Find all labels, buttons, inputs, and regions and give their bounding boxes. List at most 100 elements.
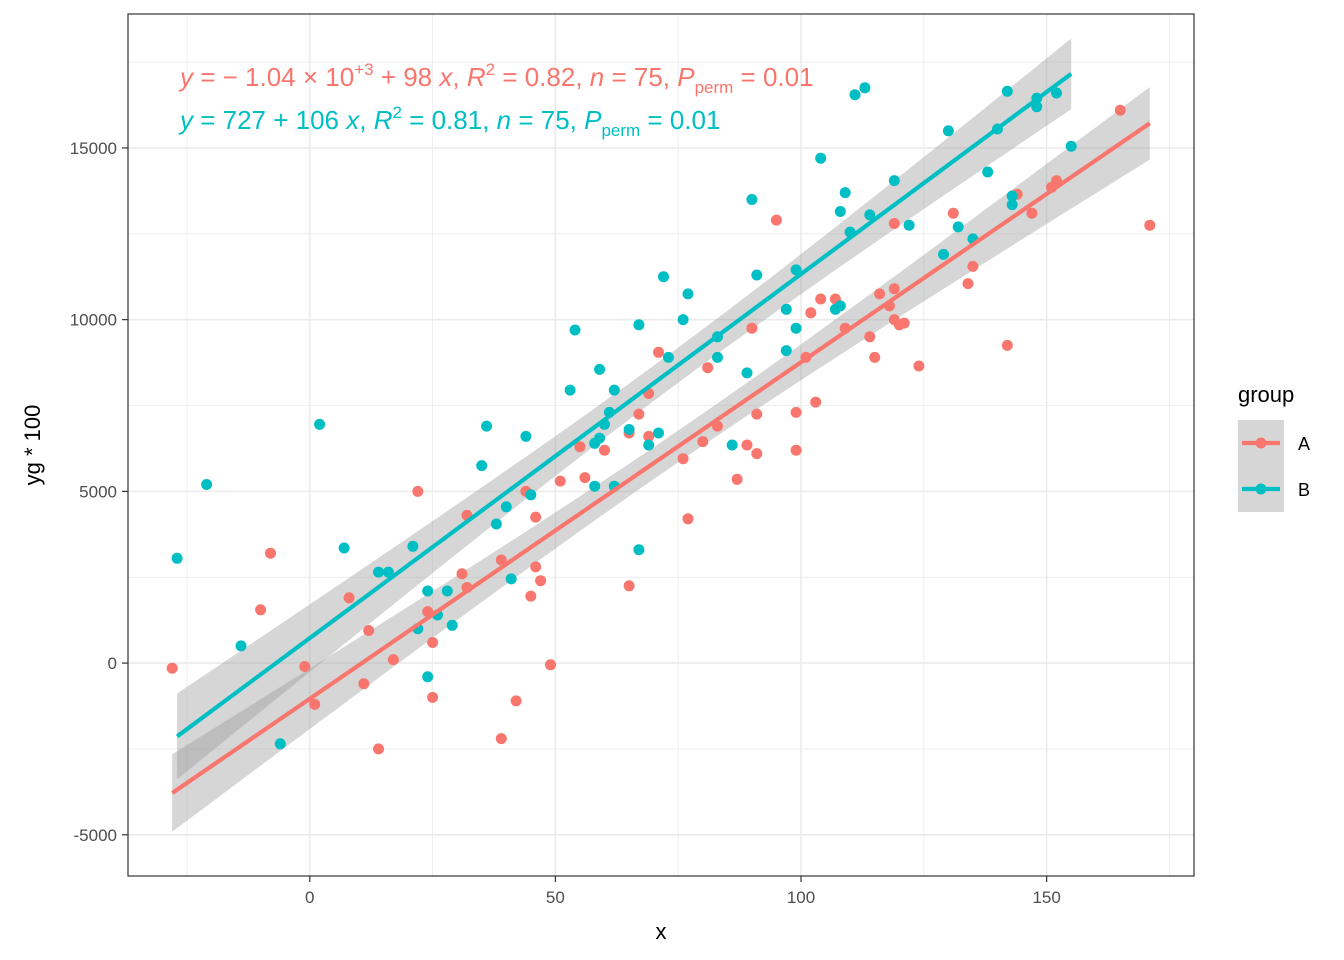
point-B bbox=[746, 194, 758, 205]
point-B bbox=[741, 367, 753, 379]
point-A bbox=[495, 733, 507, 745]
point-A bbox=[731, 473, 743, 485]
point-B bbox=[520, 430, 532, 442]
point-B bbox=[834, 300, 846, 312]
point-A bbox=[599, 444, 610, 456]
equation-part: , bbox=[359, 105, 373, 135]
point-B bbox=[864, 209, 876, 221]
panel-background bbox=[128, 14, 1194, 876]
point-A bbox=[1144, 219, 1156, 231]
panel-border bbox=[127, 13, 1195, 877]
point-B bbox=[653, 427, 664, 439]
point-B bbox=[594, 363, 606, 375]
point-B bbox=[1006, 190, 1018, 202]
point-A bbox=[1114, 104, 1126, 116]
equation-part: x bbox=[437, 62, 453, 92]
equation-part: perm bbox=[601, 121, 640, 140]
point-B bbox=[815, 152, 827, 164]
point-A bbox=[751, 448, 763, 460]
point-B bbox=[1001, 85, 1013, 97]
point-B bbox=[790, 264, 802, 276]
point-A bbox=[1026, 207, 1038, 219]
point-A bbox=[677, 453, 689, 465]
confidence-ribbon-B bbox=[177, 38, 1072, 780]
legend: group A B bbox=[1238, 382, 1310, 512]
point-A bbox=[299, 661, 311, 672]
point-A bbox=[554, 475, 566, 487]
equation-part: perm bbox=[695, 78, 734, 97]
point-A bbox=[888, 218, 900, 229]
point-A bbox=[962, 278, 974, 290]
point-B bbox=[490, 518, 502, 530]
equation-part: = − 1.04 × 10 bbox=[193, 62, 354, 92]
point-A bbox=[456, 568, 468, 580]
equation-part: 2 bbox=[486, 60, 495, 79]
legend-label-B: B bbox=[1298, 480, 1310, 500]
equation-part: n bbox=[590, 62, 604, 92]
equation-part: P bbox=[677, 62, 695, 92]
point-B bbox=[569, 324, 581, 336]
y-tick-label: 5000 bbox=[79, 482, 117, 501]
y-axis-title: yg * 100 bbox=[20, 405, 45, 486]
point-B bbox=[1051, 87, 1062, 99]
point-A bbox=[343, 592, 355, 604]
point-A bbox=[967, 260, 979, 272]
equation-part: = 75, bbox=[604, 62, 677, 92]
point-B bbox=[422, 671, 434, 683]
point-A bbox=[309, 698, 321, 710]
point-A bbox=[682, 513, 694, 525]
legend-key-point bbox=[1255, 437, 1267, 449]
point-B bbox=[834, 206, 846, 217]
point-A bbox=[741, 439, 753, 451]
point-A bbox=[697, 436, 709, 448]
point-A bbox=[1001, 339, 1013, 351]
equation-part: 2 bbox=[392, 103, 401, 122]
point-B bbox=[235, 640, 247, 652]
point-B bbox=[888, 175, 900, 187]
point-A bbox=[746, 322, 758, 334]
point-B bbox=[839, 187, 851, 199]
point-A bbox=[427, 637, 439, 648]
point-B bbox=[338, 542, 350, 554]
point-B bbox=[608, 384, 620, 396]
x-tick-label: 0 bbox=[305, 888, 314, 907]
point-B bbox=[422, 585, 434, 597]
point-A bbox=[623, 580, 635, 592]
point-B bbox=[633, 319, 645, 331]
equation-labels: y = − 1.04 × 10+3​ + 98 x, R2​ = 0.82, n… bbox=[178, 60, 814, 140]
point-A bbox=[790, 444, 802, 456]
point-A bbox=[525, 590, 537, 602]
point-B bbox=[849, 89, 861, 101]
point-B bbox=[1065, 140, 1077, 152]
point-A bbox=[545, 659, 556, 671]
point-B bbox=[790, 322, 802, 334]
fit-line-B bbox=[175, 72, 1073, 739]
point-A bbox=[530, 511, 542, 523]
x-tick-label: 150 bbox=[1032, 888, 1060, 907]
point-A bbox=[255, 604, 267, 616]
point-B bbox=[441, 585, 453, 597]
point-B bbox=[274, 738, 286, 750]
point-A bbox=[535, 575, 547, 587]
y-tick-label: 10000 bbox=[70, 311, 117, 330]
point-B bbox=[952, 221, 964, 233]
point-A bbox=[790, 406, 802, 418]
point-B bbox=[201, 479, 213, 490]
point-B bbox=[643, 439, 655, 451]
y-tick-label: 15000 bbox=[70, 139, 117, 158]
equation-part: y bbox=[178, 105, 195, 135]
point-B bbox=[1006, 199, 1018, 211]
regression-lines bbox=[171, 72, 1151, 795]
point-B bbox=[903, 219, 915, 231]
equation-part: R bbox=[467, 62, 486, 92]
equation-part: + 98 bbox=[374, 62, 440, 92]
point-A bbox=[373, 743, 384, 755]
equation-part: x bbox=[344, 105, 360, 135]
point-B bbox=[633, 544, 645, 556]
point-A bbox=[874, 288, 886, 300]
point-B bbox=[726, 439, 738, 451]
equation-part: = 0.01 bbox=[733, 62, 813, 92]
point-B bbox=[938, 248, 949, 260]
point-A bbox=[810, 396, 822, 408]
